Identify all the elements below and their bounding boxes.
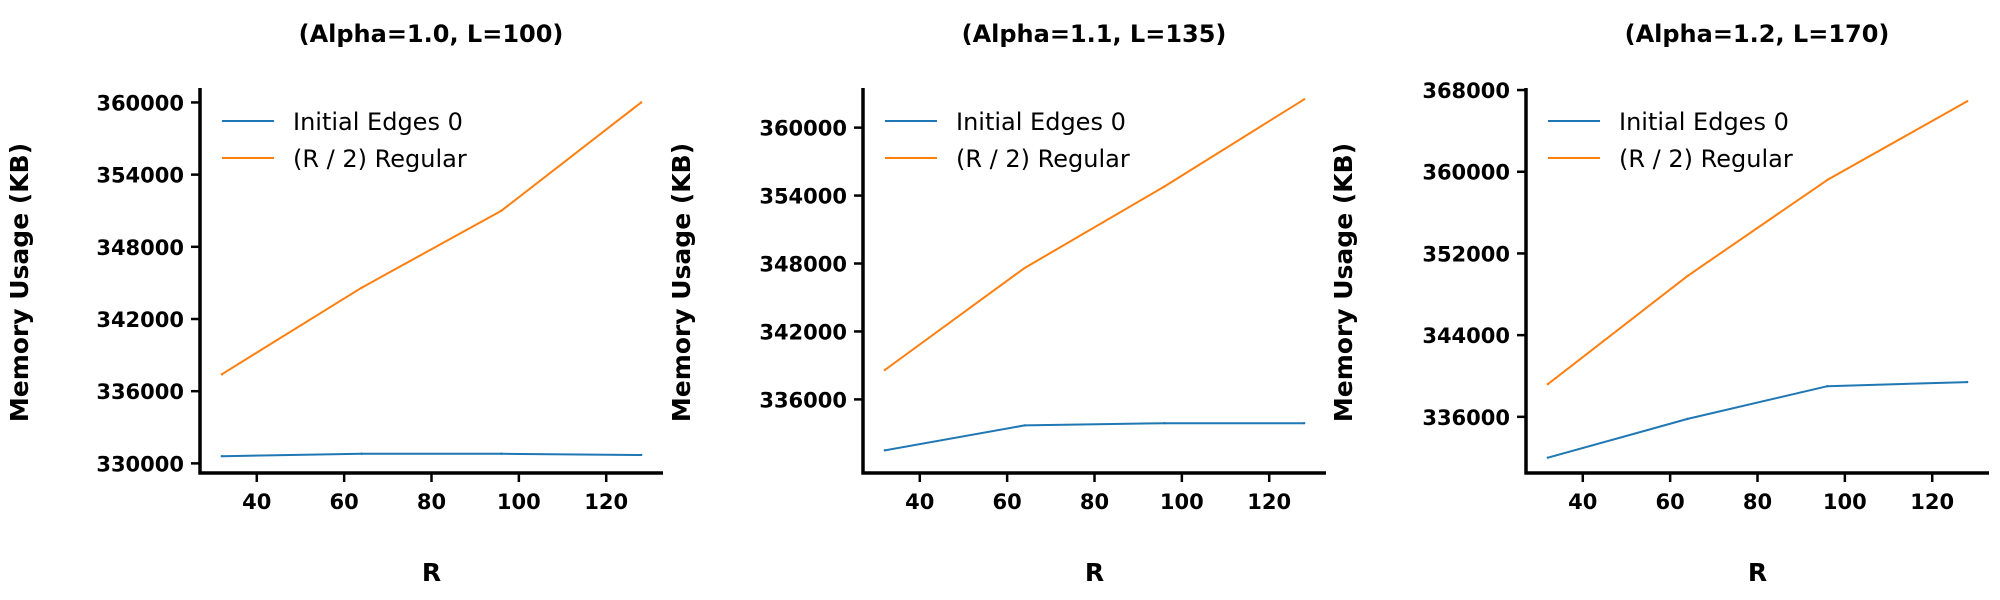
data-point — [1686, 417, 1689, 421]
y-tick-label: 336000 — [96, 380, 184, 404]
y-axis-label: Memory Usage (KB) — [667, 143, 696, 422]
chart-title: (Alpha=1.1, L=135) — [962, 20, 1227, 48]
y-axis-label: Memory Usage (KB) — [1329, 143, 1358, 422]
y-tick-label: 348000 — [96, 236, 184, 260]
chart-panel-3: (Alpha=1.2, L=170) Memory Usage (KB) R 3360… — [1329, 20, 1989, 587]
data-point — [1546, 382, 1550, 386]
x-axis-label: R — [1748, 558, 1767, 587]
x-tick-label: 120 — [584, 490, 628, 514]
x-tick-label: 60 — [993, 490, 1022, 514]
x-tick-label: 100 — [497, 490, 541, 514]
data-point — [1302, 421, 1306, 425]
data-point — [1965, 380, 1969, 384]
data-point — [1163, 421, 1166, 425]
y-tick-label: 336000 — [1422, 406, 1510, 430]
data-point — [1023, 424, 1026, 427]
data-point — [1826, 178, 1829, 182]
chart-title: (Alpha=1.0, L=100) — [299, 20, 564, 48]
legend-entry: Initial Edges 0 — [293, 108, 463, 136]
data-point — [500, 209, 503, 212]
series-line-initial-edges-0 — [1547, 381, 1968, 459]
y-axis-label: Memory Usage (KB) — [5, 143, 34, 422]
x-tick-label: 60 — [1656, 490, 1685, 514]
y-tick-label: 342000 — [759, 320, 847, 344]
x-axis-label: R — [422, 558, 441, 587]
x-tick-label: 80 — [1743, 490, 1772, 514]
chart-title: (Alpha=1.2, L=170) — [1625, 20, 1890, 48]
data-point — [1546, 456, 1550, 459]
x-axis-label: R — [1085, 558, 1104, 587]
x-tick-label: 120 — [1247, 490, 1291, 514]
x-tick-label: 60 — [330, 490, 359, 514]
data-point — [1965, 100, 1969, 103]
legend-entry: Initial Edges 0 — [1619, 108, 1789, 136]
legend-entry: (R / 2) Regular — [293, 145, 467, 173]
y-tick-label: 330000 — [96, 452, 184, 476]
data-point — [1023, 266, 1026, 270]
y-tick-label: 342000 — [96, 308, 184, 332]
data-point — [883, 368, 887, 372]
series-line-r-2-regular — [1547, 100, 1968, 385]
data-point — [1826, 384, 1829, 388]
y-tick-label: 344000 — [1422, 324, 1510, 348]
chart-panel-1: (Alpha=1.0, L=100) Memory Usage (KB) R 3300… — [5, 20, 663, 587]
chart-panel-2: (Alpha=1.1, L=135) Memory Usage (KB) R 3360… — [667, 20, 1326, 587]
series-line-initial-edges-0 — [884, 422, 1305, 452]
data-point — [220, 454, 224, 458]
x-tick-label: 100 — [1823, 490, 1867, 514]
data-point — [1302, 98, 1306, 101]
y-tick-label: 348000 — [759, 253, 847, 277]
data-point — [360, 452, 363, 455]
x-tick-label: 80 — [417, 490, 446, 514]
legend-entry: (R / 2) Regular — [1619, 145, 1793, 173]
x-tick-label: 100 — [1160, 490, 1204, 514]
data-point — [639, 101, 643, 104]
data-point — [883, 449, 887, 452]
y-tick-label: 360000 — [96, 91, 184, 115]
legend-entry: Initial Edges 0 — [956, 108, 1126, 136]
data-point — [500, 452, 503, 455]
data-point — [639, 453, 643, 457]
x-tick-label: 120 — [1910, 490, 1954, 514]
series-line-initial-edges-0 — [221, 452, 642, 458]
x-tick-label: 40 — [1568, 490, 1597, 514]
x-tick-label: 40 — [905, 490, 934, 514]
x-tick-label: 40 — [242, 490, 271, 514]
data-point — [360, 286, 363, 289]
data-point — [220, 373, 224, 376]
y-tick-label: 368000 — [1422, 79, 1510, 103]
y-tick-label: 354000 — [759, 185, 847, 209]
legend-entry: (R / 2) Regular — [956, 145, 1130, 173]
data-point — [1163, 185, 1166, 188]
x-tick-label: 80 — [1080, 490, 1109, 514]
y-tick-label: 360000 — [1422, 161, 1510, 185]
data-point — [1686, 274, 1689, 278]
y-tick-label: 336000 — [759, 388, 847, 412]
y-tick-label: 360000 — [759, 117, 847, 141]
series-line-r-2-regular — [221, 101, 642, 376]
y-tick-label: 352000 — [1422, 242, 1510, 266]
y-tick-label: 354000 — [96, 164, 184, 188]
series-line-r-2-regular — [884, 98, 1305, 371]
